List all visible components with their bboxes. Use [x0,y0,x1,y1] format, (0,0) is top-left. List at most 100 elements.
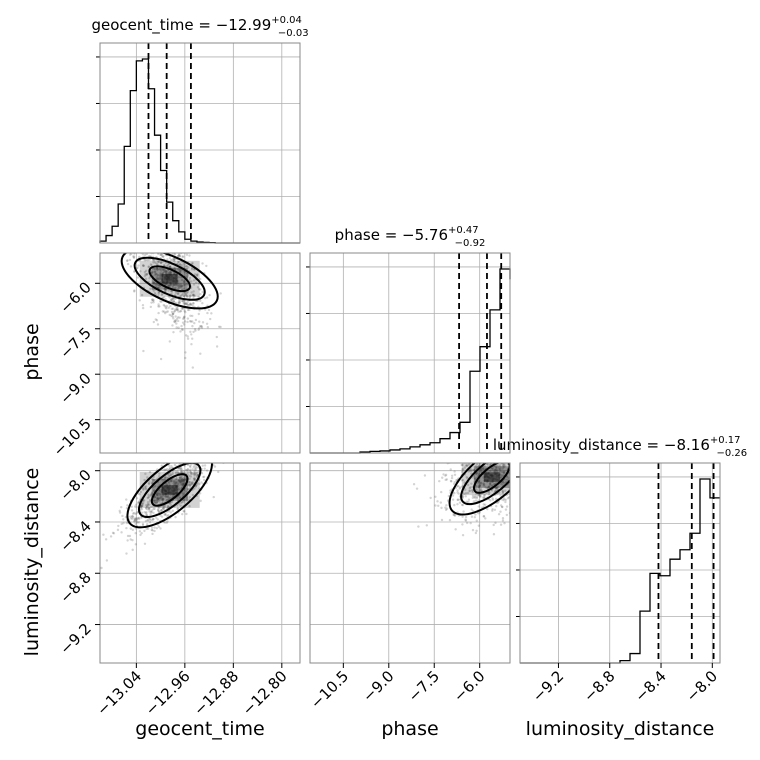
sample-point [503,498,506,501]
sample-point [161,245,163,247]
sample-point [179,276,183,279]
sample-point [193,487,196,490]
sample-point [200,325,203,328]
sample-point [511,488,513,490]
sample-point [156,508,160,511]
sample-point [183,302,187,306]
sample-point [482,503,485,506]
sample-point [415,487,419,490]
sample-point [163,268,166,271]
sample-point [152,320,156,324]
sample-point [178,481,182,484]
sample-point [175,486,178,489]
sample-point [151,270,154,274]
sample-point [165,276,169,280]
sample-point [504,478,507,481]
sample-point [181,478,185,481]
sample-point [136,517,140,520]
sample-point [444,508,448,512]
sample-point [170,307,173,311]
sample-point [517,457,519,459]
sample-point [183,477,187,481]
sample-point [179,234,181,236]
sample-point [145,527,148,531]
sample-point [493,468,497,471]
sample-point [136,521,139,524]
sample-point [142,239,144,241]
sample-point [436,500,439,503]
sample-point [177,253,181,256]
sample-point [184,293,187,296]
sample-point [206,311,209,315]
sample-point [479,487,482,490]
sample-point [160,222,162,224]
sample-point [168,246,170,248]
sample-point [486,480,489,483]
sample-point [542,465,544,467]
sample-point [500,458,502,460]
sample-point [104,538,108,541]
sample-point [182,281,186,284]
sample-point [168,296,171,299]
sample-point [190,343,193,346]
sample-point [116,528,120,532]
sample-point [142,499,146,502]
sample-point [130,517,133,520]
y-tick-label: −8.4 [56,517,94,555]
sample-point [142,264,145,267]
sample-point [166,491,170,495]
sample-point [163,468,166,472]
sample-point [496,471,499,474]
sample-point [179,467,182,471]
sample-point [204,455,206,457]
sample-point [444,474,447,477]
sample-point [515,471,517,473]
sample-point [144,512,148,515]
sample-point [209,317,212,321]
sample-point [477,505,480,508]
sample-point [203,447,205,449]
sample-point [167,275,170,279]
sample-point [163,276,167,279]
sample-point [158,499,161,503]
sample-point [160,491,164,494]
histogram-panel-geocent_time [96,42,301,244]
sample-point [173,463,177,467]
pair-frame [99,252,301,454]
sample-point [498,465,501,469]
sample-point [155,501,158,505]
sample-point [174,481,177,484]
sample-point [167,505,170,508]
sample-point [159,261,163,264]
sample-point [442,449,444,451]
sample-point [186,320,189,324]
sample-point [515,482,517,484]
sample-point [172,280,175,283]
sample-point [491,480,494,483]
sample-point [525,502,527,504]
sample-point [156,268,159,272]
sample-point [172,330,175,334]
sample-point [517,507,519,509]
sample-point [492,523,495,527]
sample-point [156,237,158,239]
sample-point [153,250,155,252]
sample-point [493,470,496,474]
sample-point [170,275,173,279]
sample-point [172,277,175,280]
sample-point [162,506,165,510]
sample-point [151,529,154,532]
sample-point [157,231,159,233]
sample-point [182,482,186,485]
sample-point [448,518,452,522]
sample-point [464,515,468,519]
sample-point [434,495,437,498]
contour-0 [448,463,510,516]
sample-point [167,262,170,266]
sample-point [172,247,174,249]
sample-point [157,231,159,233]
sample-point [206,326,210,329]
sample-point [130,509,134,512]
sample-point [507,476,510,480]
sample-point [172,245,174,247]
